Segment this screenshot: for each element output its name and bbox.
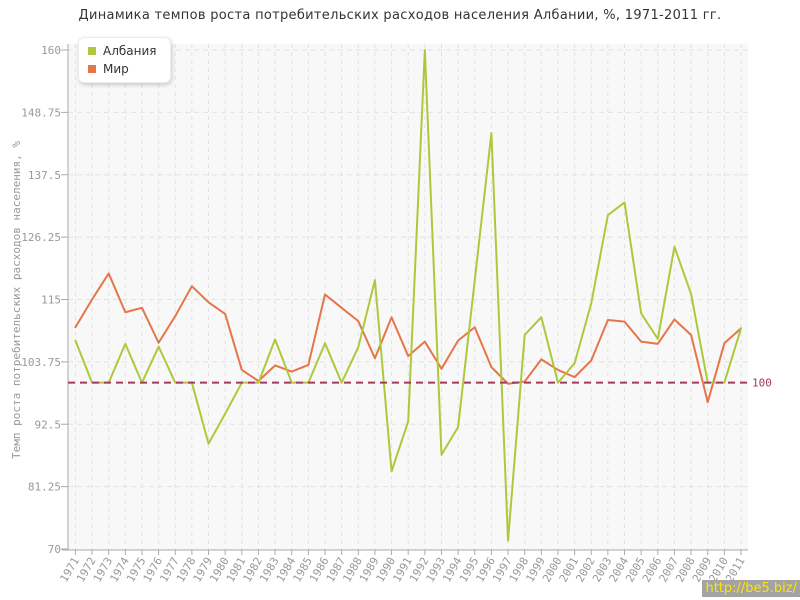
y-tick-label: 92.5: [35, 418, 62, 431]
y-tick-label: 137.5: [28, 169, 61, 182]
series-line-albania: [74, 49, 742, 542]
y-tick-label: 115: [41, 294, 61, 307]
chart-title: Динамика темпов роста потребительских ра…: [78, 8, 722, 23]
plot-background: [68, 44, 748, 550]
legend: Албания Мир: [78, 37, 171, 83]
legend-label-world: Мир: [103, 62, 129, 76]
y-tick-label: 160: [41, 44, 61, 57]
y-tick-label: 81.25: [28, 481, 61, 494]
y-tick-label: 70: [48, 543, 61, 556]
y-tick-label: 126.25: [21, 231, 61, 244]
legend-item-albania: Албания: [88, 44, 157, 58]
y-tick-label: 103.75: [21, 356, 61, 369]
albania-swatch-icon: [88, 47, 96, 55]
y-tick-label: 148.75: [21, 106, 61, 119]
watermark-link[interactable]: http://be5.biz/: [702, 580, 800, 597]
legend-item-world: Мир: [88, 62, 157, 76]
world-swatch-icon: [88, 65, 96, 73]
legend-label-albania: Албания: [103, 44, 157, 58]
reference-line-label: 100: [752, 377, 772, 390]
series-line-world: [74, 272, 742, 404]
